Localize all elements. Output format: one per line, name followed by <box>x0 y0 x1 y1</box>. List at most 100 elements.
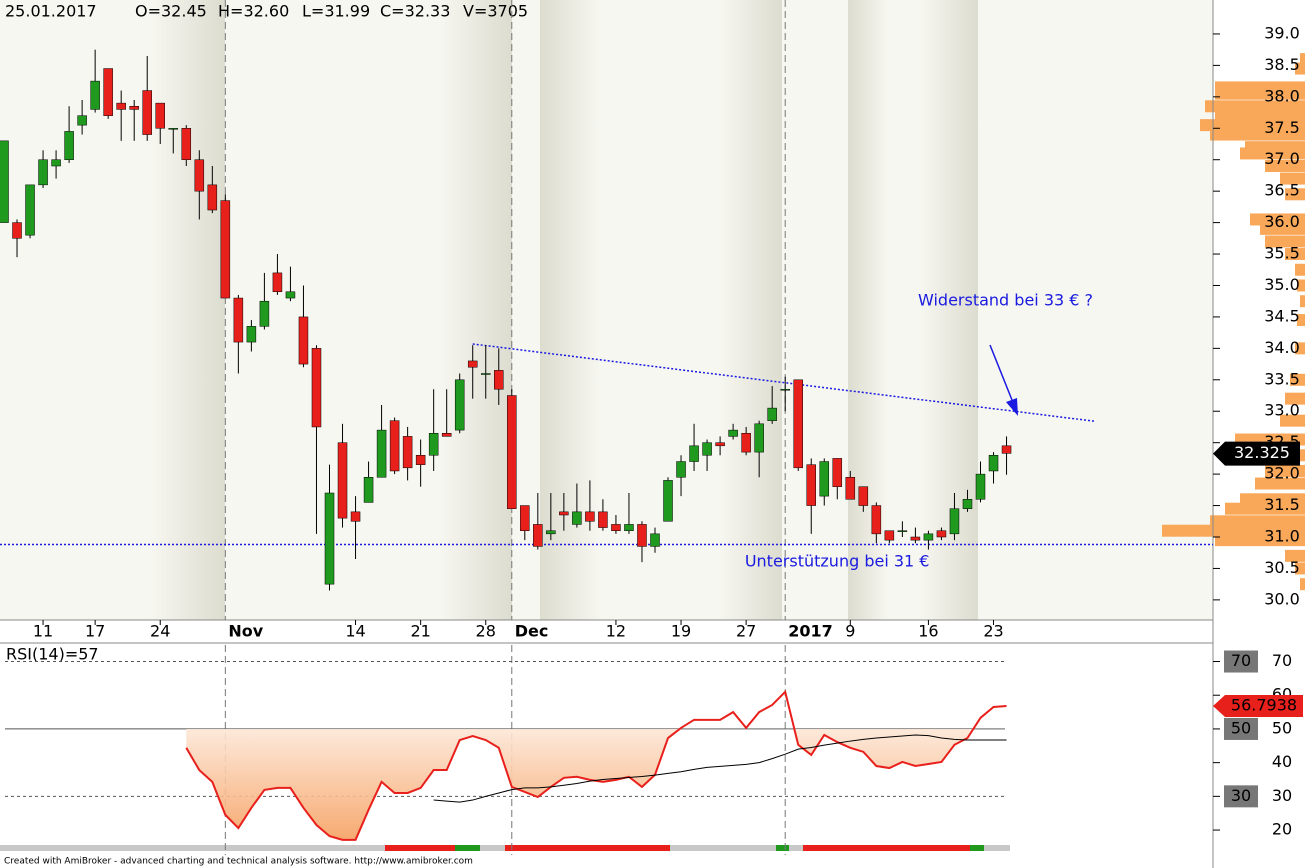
profile-bar <box>1255 477 1305 490</box>
profile-bar <box>1215 87 1305 100</box>
x-tick-label: 27 <box>736 622 756 641</box>
candle-body <box>533 524 543 547</box>
candle-body <box>507 395 517 509</box>
profile-bar <box>1240 147 1305 160</box>
candle-body <box>25 184 35 236</box>
candle-body <box>207 184 218 211</box>
header-close: C=32.33 <box>380 2 450 21</box>
y-tick-label: 38.5 <box>1264 55 1300 74</box>
candle-body <box>806 464 816 506</box>
profile-bar <box>1295 263 1305 276</box>
x-tick-label: 28 <box>476 622 496 641</box>
profile-bar <box>1225 502 1305 515</box>
candle-body <box>129 106 139 110</box>
y-tick-label: 39.0 <box>1264 23 1300 42</box>
level-box <box>1224 717 1258 740</box>
last-price-box <box>1213 441 1300 466</box>
candle-body <box>793 379 803 469</box>
candle-body <box>220 200 231 299</box>
candle-body <box>728 429 738 437</box>
profile-bar <box>1285 392 1305 405</box>
y-tick-label: 37.0 <box>1264 149 1300 168</box>
arrow <box>989 344 1018 416</box>
band <box>440 0 512 620</box>
candle-body <box>520 505 530 531</box>
rsi-average-line <box>433 734 1007 803</box>
candle-body <box>168 128 179 130</box>
candle-body <box>350 511 361 522</box>
candle-body <box>0 140 9 223</box>
candle-body <box>663 480 673 522</box>
y-tick-label: 35.5 <box>1264 244 1300 263</box>
header-low: L=31.99 <box>302 2 370 21</box>
candle-body <box>324 492 335 585</box>
profile-bar <box>1285 248 1305 261</box>
band <box>150 0 225 620</box>
profile-bar <box>1295 62 1305 75</box>
candle-body <box>676 461 686 478</box>
candle-body <box>767 407 777 421</box>
x-tick-label: 16 <box>918 622 938 641</box>
x-major-label: Dec <box>515 622 549 641</box>
y-tick-label: 30 <box>1272 786 1292 805</box>
level-label: 70 <box>1231 651 1251 670</box>
y-tick-label: 32.0 <box>1264 464 1300 483</box>
candle-body <box>494 370 504 390</box>
y-tick-label: 20 <box>1272 820 1292 839</box>
candle-body <box>428 432 439 456</box>
candle-body <box>858 486 869 506</box>
profile-bar <box>1210 515 1305 528</box>
x-major-label: 2017 <box>788 622 833 641</box>
profile-bar <box>1295 562 1305 575</box>
candle-body <box>181 128 192 160</box>
y-tick-label: 50 <box>1272 718 1292 737</box>
y-tick-label: 31.5 <box>1264 495 1300 514</box>
y-tick-label: 34.0 <box>1264 338 1300 357</box>
level-label: 50 <box>1231 718 1251 737</box>
candle-body <box>90 80 100 110</box>
candle-body <box>780 388 790 391</box>
x-tick-label: 17 <box>85 622 105 641</box>
candle-body <box>311 348 322 428</box>
level-label: 30 <box>1231 786 1251 805</box>
candle-body <box>389 420 400 472</box>
candle-body <box>949 508 960 535</box>
profile-bar <box>1285 188 1305 201</box>
header-date: 25.01.2017 <box>5 2 97 21</box>
profile-bar <box>1297 279 1305 292</box>
candle-body <box>38 159 48 186</box>
candle-body <box>637 524 647 547</box>
candle-body <box>650 533 660 547</box>
candle-body <box>77 115 87 126</box>
profile-bar <box>1295 342 1305 355</box>
ribbon <box>970 845 984 851</box>
resistance-line <box>472 343 1096 423</box>
header-volume: V=3705 <box>463 2 528 21</box>
candle-body <box>871 505 882 535</box>
footer: Created with AmiBroker - advanced charti… <box>4 857 473 867</box>
profile-bar <box>1280 172 1305 185</box>
header-high: H=32.60 <box>218 2 289 21</box>
y-tick-label: 70 <box>1272 651 1292 670</box>
profile-bar <box>1215 534 1305 547</box>
band <box>720 0 782 620</box>
profile-bar <box>1205 100 1305 113</box>
candle-body <box>975 473 986 500</box>
candle-body <box>363 477 374 503</box>
y-tick-label: 30.0 <box>1264 589 1300 608</box>
profile-bar <box>1260 222 1305 235</box>
candle-body <box>441 432 452 437</box>
x-tick-label: 19 <box>671 622 691 641</box>
annotation: Widerstand bei 33 € ? <box>918 291 1093 310</box>
candle-body <box>754 423 764 453</box>
candle-body <box>598 511 608 528</box>
candle-body <box>1001 445 1012 454</box>
y-tick-label: 34.5 <box>1264 306 1300 325</box>
candle-body <box>51 159 61 167</box>
x-tick-label: 21 <box>410 622 430 641</box>
candle-body <box>702 442 712 456</box>
candle-body <box>559 511 569 516</box>
candle-body <box>233 297 244 343</box>
candle-body <box>910 536 921 541</box>
